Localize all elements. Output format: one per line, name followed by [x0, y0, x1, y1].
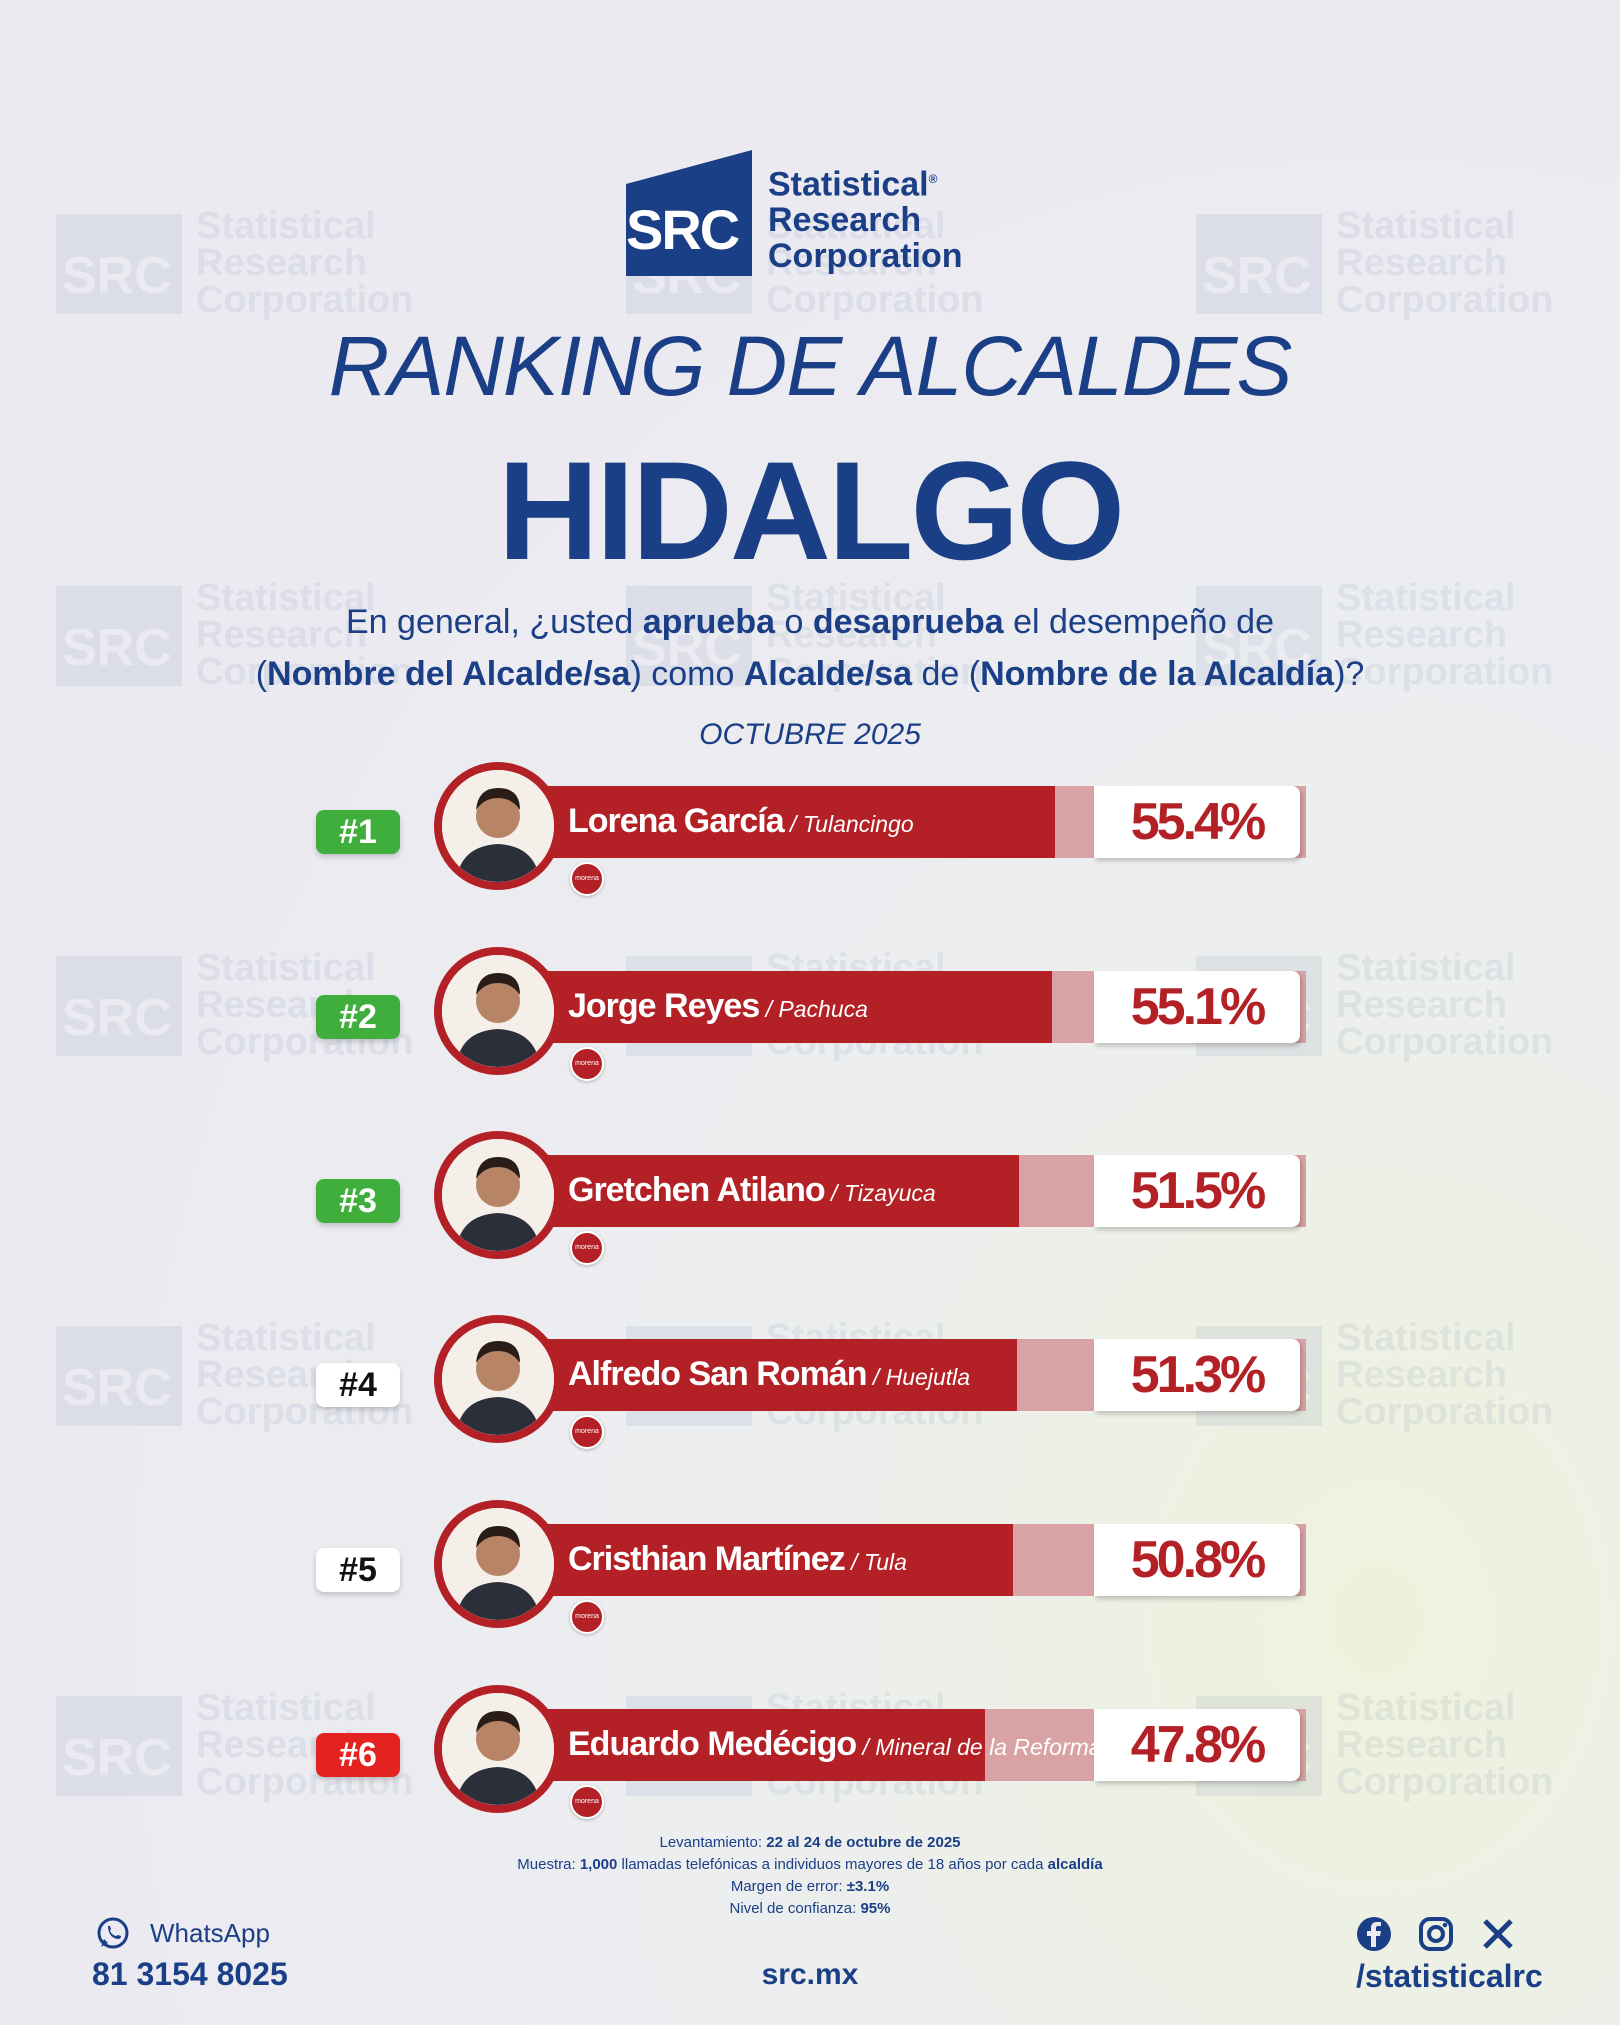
page-title: RANKING DE ALCALDES	[328, 319, 1293, 413]
x-icon[interactable]	[1478, 1914, 1518, 1954]
mayor-name: Cristhian Martínez	[568, 1540, 846, 1578]
percentage-box	[1094, 1709, 1300, 1781]
whatsapp-icon	[97, 1917, 129, 1949]
logo-line-2: Research	[768, 201, 922, 239]
mayor-avatar	[434, 1685, 562, 1813]
municipality: / Pachuca	[759, 996, 868, 1022]
ranking-row: #3 51.5% morena Gretchen Atilano / Tizayuca	[0, 1131, 1620, 1279]
party-logo: morena	[570, 1415, 604, 1449]
approval-percentage: 51.5%	[1130, 1162, 1266, 1220]
mayor-name-label: Eduardo Medécigo / Mineral de la Reforma	[568, 1709, 1102, 1781]
logo-text: Statistical® Research Corporation	[768, 161, 963, 274]
survey-question: En general, ¿usted aprueba o desaprueba …	[255, 603, 1365, 693]
instagram-icon[interactable]	[1416, 1914, 1456, 1954]
approval-bar-fill	[510, 786, 1055, 858]
rank-badge: #3	[316, 1179, 400, 1223]
mayor-avatar	[434, 1500, 562, 1628]
rank-badge: #1	[316, 810, 400, 854]
logo-line-1: Statistical	[768, 165, 929, 203]
phone-number[interactable]: 81 3154 8025	[92, 1956, 288, 1992]
approval-percentage: 50.8%	[1130, 1531, 1266, 1589]
ranking-row: #6 47.8% morena Eduardo Medécigo / Mineral …	[0, 1685, 1620, 1833]
ranking-row: #1 55.4% morena Lorena García / Tulancingo	[0, 762, 1620, 910]
party-logo: morena	[570, 1231, 604, 1265]
mayor-name-label: Jorge Reyes / Pachuca	[568, 971, 868, 1043]
approval-bar-fill	[510, 971, 1053, 1043]
mayor-name-label: Lorena García / Tulancingo	[568, 786, 914, 858]
registered-mark: ®	[928, 171, 938, 186]
approval-bar-fill	[510, 1524, 1013, 1596]
percentage-box	[1094, 786, 1300, 858]
approval-percentage: 51.3%	[1130, 1346, 1266, 1404]
mayor-name: Gretchen Atilano	[568, 1171, 826, 1209]
rank-badge: #2	[316, 995, 400, 1039]
website-link[interactable]: src.mx	[761, 1958, 859, 1991]
party-logo: morena	[570, 1600, 604, 1634]
social-handle[interactable]: /statisticalrc	[1356, 1958, 1543, 1994]
approval-percentage: 47.8%	[1130, 1716, 1266, 1774]
methodology-line: Levantamiento: 22 al 24 de octubre de 20…	[659, 1834, 961, 1851]
percentage-box	[1094, 1339, 1300, 1411]
municipality: / Mineral de la Reforma	[856, 1734, 1102, 1760]
mayor-name-label: Cristhian Martínez / Tula	[568, 1524, 907, 1596]
mayor-name-label: Gretchen Atilano / Tizayuca	[568, 1155, 936, 1227]
ranking-row: #4 51.3% morena Alfredo San Román / Huejutl…	[0, 1315, 1620, 1463]
methodology-line: Margen de error: ±3.1%	[730, 1878, 890, 1895]
approval-bar-fill	[510, 1709, 985, 1781]
party-logo: morena	[570, 862, 604, 896]
logo-mark-text: SRC	[626, 198, 740, 261]
mayor-name: Alfredo San Román	[568, 1355, 867, 1393]
approval-bar-fill	[510, 1155, 1020, 1227]
mayor-avatar	[434, 947, 562, 1075]
rank-badge: #6	[316, 1733, 400, 1777]
mayor-name: Eduardo Medécigo	[568, 1725, 857, 1763]
municipality: / Huejutla	[866, 1364, 971, 1390]
percentage-box	[1094, 971, 1300, 1043]
party-logo: morena	[570, 1047, 604, 1081]
municipality: / Tula	[844, 1549, 907, 1575]
mayor-name: Lorena García	[568, 802, 785, 840]
whatsapp-label: WhatsApp	[150, 1917, 270, 1948]
mayor-name: Jorge Reyes	[568, 987, 760, 1025]
whatsapp-contact[interactable]: WhatsApp	[96, 1916, 270, 1950]
approval-bar-fill	[510, 1339, 1018, 1411]
party-logo: morena	[570, 1785, 604, 1819]
approval-percentage: 55.1%	[1130, 978, 1266, 1036]
src-logo-mark: SRC	[626, 150, 752, 276]
ranking-row: #2 55.1% morena Jorge Reyes / Pachuca	[0, 947, 1620, 1095]
logo-line-3: Corporation	[768, 237, 963, 275]
social-links	[1354, 1914, 1518, 1954]
mayor-avatar	[434, 1131, 562, 1259]
facebook-icon[interactable]	[1354, 1914, 1394, 1954]
rank-badge: #4	[316, 1363, 400, 1407]
mayor-avatar	[434, 762, 562, 890]
brand-logo: SRC Statistical® Research Corporation	[626, 150, 963, 276]
methodology-line: Muestra: 1,000 llamadas telefónicas a in…	[517, 1856, 1103, 1873]
approval-percentage: 55.4%	[1130, 793, 1266, 851]
state-title: HIDALGO	[497, 432, 1126, 589]
survey-date: OCTUBRE 2025	[699, 718, 921, 751]
mayor-avatar	[434, 1315, 562, 1443]
percentage-box	[1094, 1524, 1300, 1596]
methodology-line: Nivel de confianza: 95%	[729, 1900, 891, 1917]
municipality: / Tulancingo	[783, 811, 914, 837]
mayor-name-label: Alfredo San Román / Huejutla	[568, 1339, 970, 1411]
ranking-row: #5 50.8% morena Cristhian Martínez / Tula	[0, 1500, 1620, 1648]
municipality: / Tizayuca	[824, 1180, 936, 1206]
rank-badge: #5	[316, 1548, 400, 1592]
percentage-box	[1094, 1155, 1300, 1227]
